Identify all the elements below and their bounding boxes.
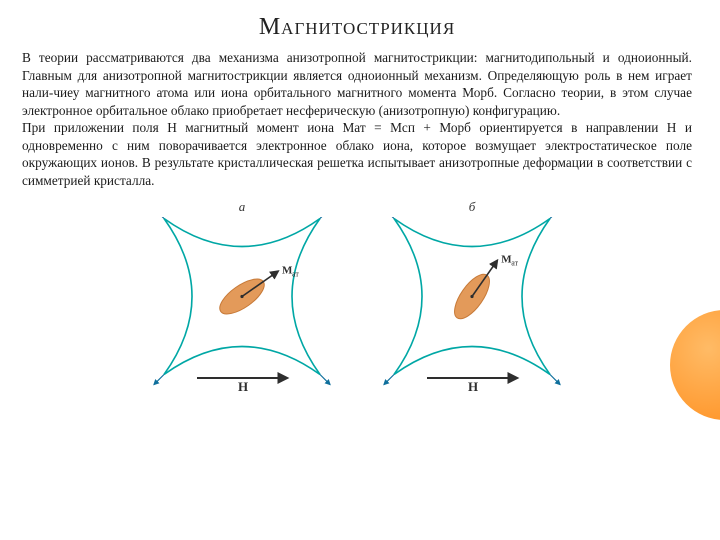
page-title: Магнитострикция	[22, 14, 692, 41]
panel-b-label: б	[469, 199, 476, 215]
panel-a-label: а	[239, 199, 246, 215]
svg-text:H: H	[238, 379, 248, 392]
svg-text:ат: ат	[511, 259, 518, 268]
panel-a-wrap: а MатH	[147, 199, 337, 392]
diagram-row: а MатH б MатH	[22, 199, 692, 392]
panel-b-wrap: б MатH	[377, 199, 567, 392]
paragraph-1: В теории рассматриваются два механизма а…	[22, 50, 692, 118]
svg-text:ат: ат	[292, 270, 299, 279]
body-text: В теории рассматриваются два механизма а…	[22, 49, 692, 189]
diagram-panel-b: MатH	[377, 217, 567, 392]
slide-page: Магнитострикция В теории рассматриваются…	[0, 0, 720, 392]
diagram-panel-a: MатH	[147, 217, 337, 392]
paragraph-2: При приложении поля H магнитный момент и…	[22, 120, 692, 188]
svg-text:H: H	[468, 379, 478, 392]
